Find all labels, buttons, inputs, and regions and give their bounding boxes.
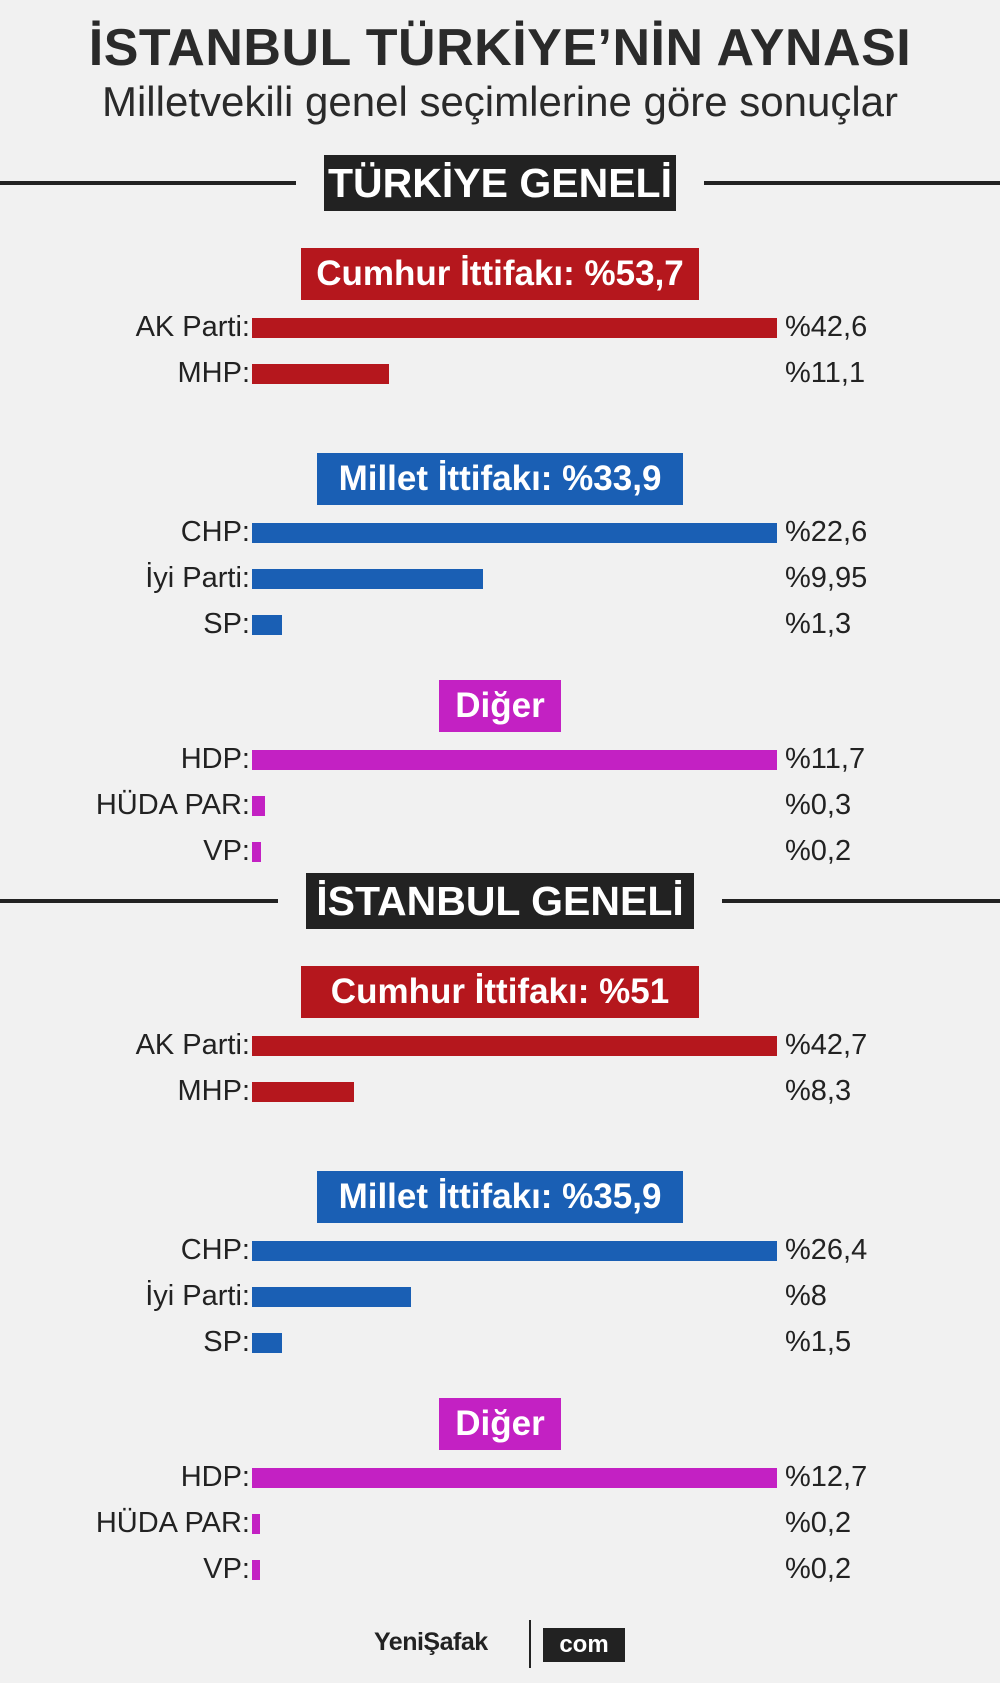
- party-bar: [252, 1333, 282, 1353]
- party-bar: [252, 842, 261, 862]
- party-value: %0,3: [785, 789, 852, 821]
- party-label: İyi Parti:: [145, 562, 250, 594]
- party-value: %11,1: [785, 357, 866, 389]
- party-bar: [252, 1082, 354, 1102]
- section-rule-right: [722, 899, 1000, 903]
- party-value: %42,6: [785, 311, 868, 343]
- party-label: MHP:: [177, 1075, 251, 1107]
- party-label: HÜDA PAR:: [95, 789, 250, 821]
- party-value: %12,7: [785, 1461, 868, 1493]
- party-bar: [252, 1036, 777, 1056]
- party-value: %26,4: [785, 1234, 868, 1266]
- alliance-header: Diğer: [439, 1398, 561, 1450]
- footer-com-badge: com: [543, 1628, 625, 1662]
- party-bar: [252, 1287, 411, 1307]
- footer-separator: [529, 1620, 531, 1668]
- party-value: %0,2: [785, 835, 852, 867]
- party-value: %42,7: [785, 1029, 868, 1061]
- alliance-header: Cumhur İttifakı: %51: [301, 966, 699, 1018]
- party-value: %8: [785, 1280, 827, 1312]
- party-label: CHP:: [180, 516, 250, 548]
- party-label: HÜDA PAR:: [95, 1507, 250, 1539]
- party-label: SP:: [203, 1326, 250, 1358]
- section-rule-left: [0, 899, 278, 903]
- alliance-header: Millet İttifakı: %35,9: [317, 1171, 683, 1223]
- yenisafak-logo: YeniŞafak: [374, 1628, 488, 1656]
- party-label: HDP:: [180, 1461, 250, 1493]
- party-label: AK Parti:: [135, 1029, 250, 1061]
- party-bar: [252, 750, 777, 770]
- party-label: SP:: [203, 608, 250, 640]
- section-rule-left: [0, 181, 296, 185]
- alliance-header: Millet İttifakı: %33,9: [317, 453, 683, 505]
- party-value: %1,3: [785, 608, 852, 640]
- party-bar: [252, 796, 265, 816]
- party-bar: [252, 1560, 260, 1580]
- party-bar: [252, 615, 282, 635]
- section-title: İSTANBUL GENELİ: [306, 873, 694, 929]
- party-value: %0,2: [785, 1553, 852, 1585]
- party-label: AK Parti:: [135, 311, 250, 343]
- alliance-header: Diğer: [439, 680, 561, 732]
- page-subtitle: Milletvekili genel seçimlerine göre sonu…: [101, 78, 898, 125]
- alliance-header: Cumhur İttifakı: %53,7: [301, 248, 699, 300]
- party-value: %1,5: [785, 1326, 852, 1358]
- section-title: TÜRKİYE GENELİ: [324, 155, 676, 211]
- page-title: İSTANBUL TÜRKİYE’NİN AYNASI: [88, 19, 912, 77]
- party-value: %8,3: [785, 1075, 852, 1107]
- party-bar: [252, 523, 777, 543]
- party-bar: [252, 569, 483, 589]
- party-label: VP:: [203, 835, 250, 867]
- section-rule-right: [704, 181, 1000, 185]
- party-label: HDP:: [180, 743, 250, 775]
- party-value: %11,7: [785, 743, 866, 775]
- party-label: VP:: [203, 1553, 250, 1585]
- party-label: İyi Parti:: [145, 1280, 250, 1312]
- party-bar: [252, 318, 777, 338]
- party-label: MHP:: [177, 357, 251, 389]
- party-value: %22,6: [785, 516, 868, 548]
- party-value: %9,95: [785, 562, 868, 594]
- party-value: %0,2: [785, 1507, 852, 1539]
- party-label: CHP:: [180, 1234, 250, 1266]
- party-bar: [252, 1468, 777, 1488]
- party-bar: [252, 1241, 777, 1261]
- party-bar: [252, 364, 389, 384]
- party-bar: [252, 1514, 260, 1534]
